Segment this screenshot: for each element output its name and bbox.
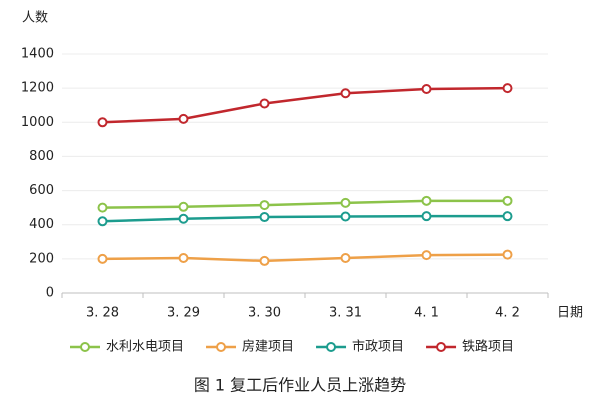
y-tick-label: 400 [29,217,54,232]
point [502,83,513,94]
y-tick-label: 1400 [21,47,54,62]
legend-label: 房建项目 [242,339,294,355]
chart-title: 图 1 复工后作业人员上涨趋势 [194,376,406,395]
series-line [102,214,508,223]
y-axis-label: 人数 [22,11,48,26]
series-line [102,253,508,263]
x-tick-label: 4. 1 [414,306,439,321]
point [340,88,351,99]
x-axis-label: 日期 [557,306,583,321]
point [340,211,351,222]
legend-label: 铁路项目 [462,339,514,355]
point [340,197,351,208]
point [178,213,189,224]
point [97,216,108,227]
point [97,117,108,128]
series-line [102,199,508,209]
y-tick-label: 0 [46,286,54,301]
legend-marker [216,342,227,352]
x-tick-label: 4. 2 [495,306,520,321]
y-tick-label: 1000 [21,115,54,130]
series-line [102,86,508,124]
point [259,255,270,266]
y-tick-label: 1200 [21,81,54,96]
point [97,202,108,213]
point [259,98,270,109]
y-tick-label: 800 [29,149,54,164]
legend-label: 市政项目 [352,339,404,355]
y-tick-label: 200 [29,251,54,266]
point [259,200,270,211]
x-tick-label: 3. 31 [329,306,362,321]
point [340,253,351,264]
point [421,250,432,261]
point [97,253,108,264]
y-tick-label: 600 [29,183,54,198]
point [421,195,432,206]
x-tick-label: 3. 30 [248,306,281,321]
point [259,212,270,223]
x-tick-label: 3. 29 [167,306,200,321]
point [502,249,513,260]
legend-marker [436,342,447,352]
point [502,195,513,206]
point [178,113,189,124]
point [178,253,189,264]
point [421,83,432,94]
legend-marker [326,342,337,352]
point [178,201,189,212]
point [502,211,513,222]
point [421,211,432,222]
legend-label: 水利水电项目 [106,340,184,355]
legend-marker [80,342,90,352]
x-tick-label: 3. 28 [86,306,119,321]
